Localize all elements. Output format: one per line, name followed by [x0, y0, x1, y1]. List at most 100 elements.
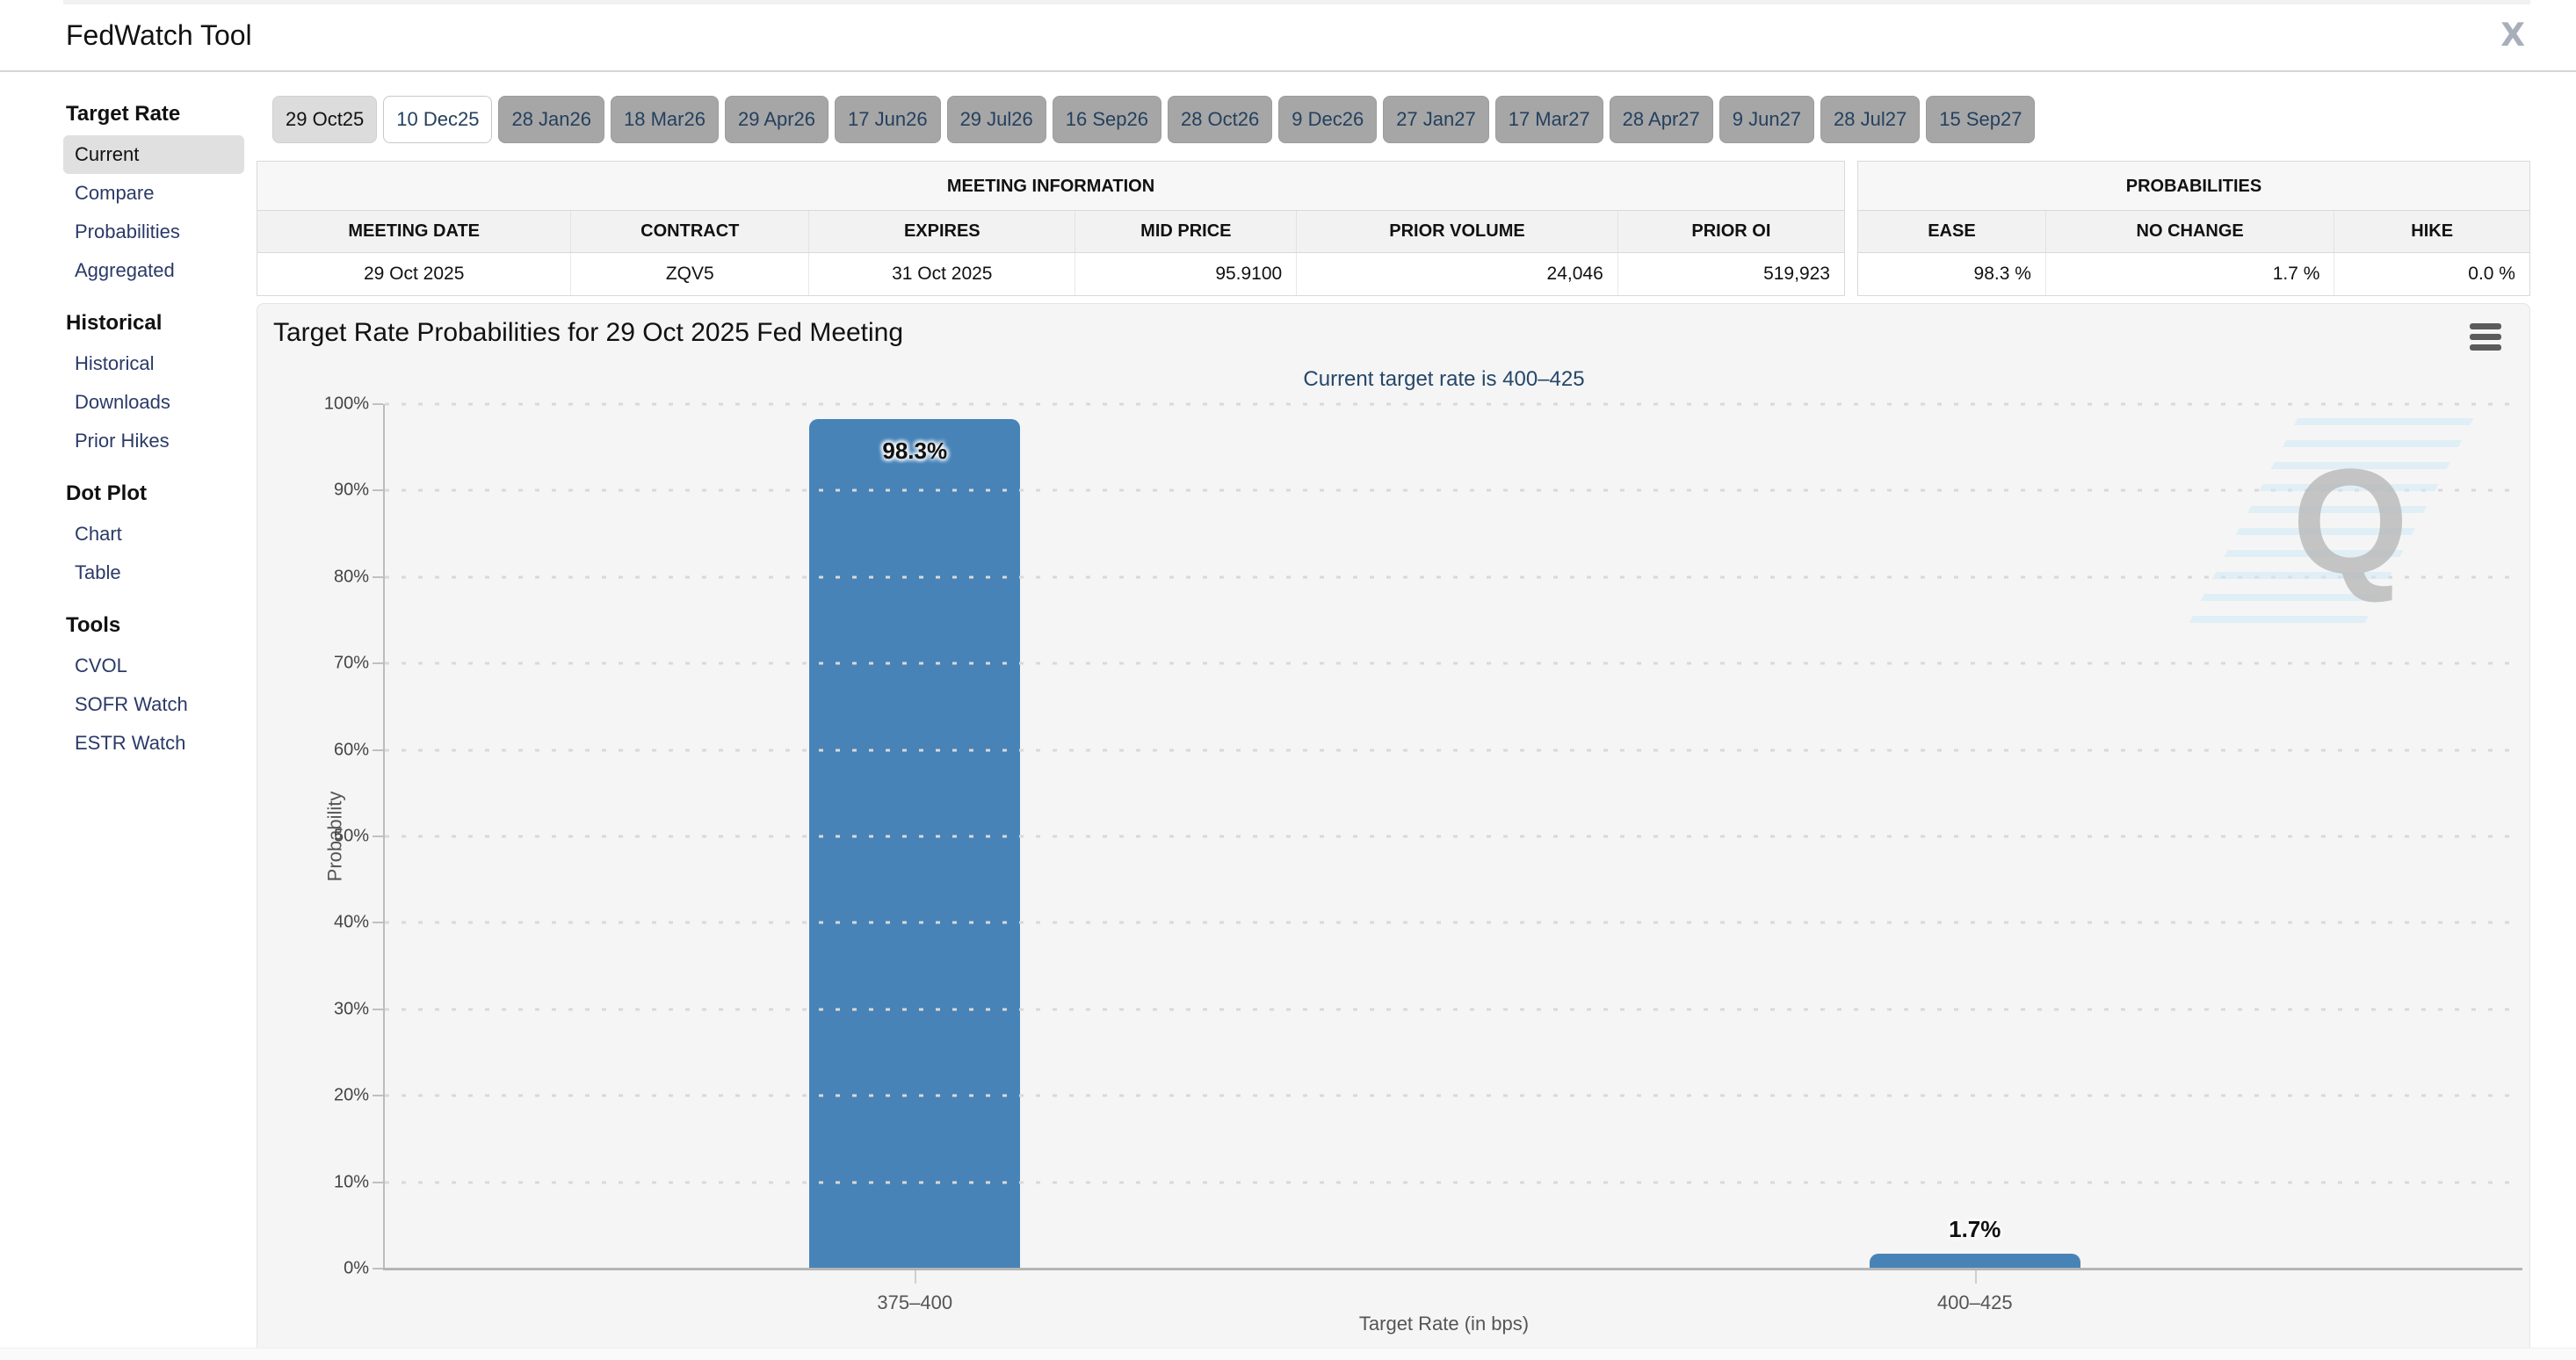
sidebar-section-tools: Tools — [66, 613, 121, 637]
value-meeting-date: 29 Oct 2025 — [257, 253, 572, 295]
y-tick-100 — [373, 403, 383, 405]
column-header-hike: HIKE — [2411, 221, 2454, 241]
y-tick-label-100: 100% — [323, 394, 369, 414]
tab-15-sep27[interactable]: 15 Sep27 — [1926, 96, 2036, 143]
y-tick-10 — [373, 1181, 383, 1183]
sidebar-section-target-rate: Target Rate — [66, 102, 181, 126]
column-header-expires: EXPIRES — [809, 211, 1076, 252]
gridline-10 — [385, 1181, 2521, 1184]
category-375-400: 98.3% 375–400 — [385, 404, 1445, 1313]
value-prior-oi: 519,923 — [1617, 253, 1844, 295]
y-tick-label-60: 60% — [333, 740, 369, 760]
y-tick-label-0: 0% — [344, 1258, 369, 1278]
gridline-100 — [385, 402, 2521, 406]
chart-menu-icon[interactable] — [2470, 323, 2501, 355]
gridline-70 — [385, 662, 2521, 665]
sidebar-item-table[interactable]: Table — [75, 561, 121, 583]
y-tick-60 — [373, 749, 383, 751]
value-contract: ZQV5 — [571, 253, 810, 295]
sidebar-item-downloads[interactable]: Downloads — [75, 391, 170, 413]
footer-strip — [0, 1348, 2576, 1360]
gridline-30 — [385, 1008, 2521, 1011]
tab-28-apr27[interactable]: 28 Apr27 — [1609, 96, 1713, 143]
sidebar-item-aggregated[interactable]: Aggregated — [75, 259, 175, 281]
y-tick-80 — [373, 575, 383, 578]
tab-10-dec25[interactable]: 10 Dec25 — [383, 96, 493, 143]
y-tick-label-70: 70% — [333, 653, 369, 673]
header-divider — [0, 70, 2576, 72]
tab-9-jun27[interactable]: 9 Jun27 — [1719, 96, 1815, 143]
chart-panel: Target Rate Probabilities for 29 Oct 202… — [257, 303, 2530, 1352]
sidebar-item-prior-hikes[interactable]: Prior Hikes — [75, 430, 170, 452]
y-tick-90 — [373, 489, 383, 492]
tab-18-mar26[interactable]: 18 Mar26 — [611, 96, 719, 143]
top-strip — [63, 0, 2530, 4]
tab-29-apr26[interactable]: 29 Apr26 — [724, 96, 829, 143]
sidebar-item-current[interactable]: Current — [63, 135, 244, 174]
tables-row: MEETING INFORMATION MEETING DATE CONTRACT… — [257, 161, 2530, 296]
probabilities-table: PROBABILITIES EASE NO CHANGE HIKE 98.3 % 1.… — [1857, 161, 2530, 296]
categories: 98.3% 375–400 1.7% 400–425 — [385, 404, 2505, 1313]
tab-27-jan27[interactable]: 27 Jan27 — [1383, 96, 1489, 143]
tab-28-jul27[interactable]: 28 Jul27 — [1820, 96, 1921, 143]
sidebar-item-compare[interactable]: Compare — [75, 182, 155, 204]
meeting-information-row: 29 Oct 2025 ZQV5 31 Oct 2025 95.9100 24,046 5… — [257, 253, 1844, 295]
y-tick-0 — [373, 1268, 383, 1270]
tab-17-jun26[interactable]: 17 Jun26 — [835, 96, 941, 143]
meeting-information-table: MEETING INFORMATION MEETING DATE CONTRACT… — [257, 161, 1845, 296]
column-header-contract: CONTRACT — [571, 211, 810, 252]
bar-400-425[interactable] — [1869, 1254, 2080, 1269]
probabilities-head: EASE NO CHANGE HIKE — [1858, 211, 2529, 253]
sidebar-item-historical[interactable]: Historical — [75, 352, 155, 374]
sidebar-section-historical: Historical — [66, 311, 163, 335]
bar-375-400[interactable] — [809, 418, 1021, 1269]
y-tick-label-50: 50% — [333, 826, 369, 846]
y-tick-label-40: 40% — [333, 912, 369, 932]
content: Target Rate Current Compare Probabilities Ag… — [0, 72, 2576, 1352]
tab-17-mar27[interactable]: 17 Mar27 — [1494, 96, 1603, 143]
tab-28-oct26[interactable]: 28 Oct26 — [1167, 96, 1273, 143]
y-tick-30 — [373, 1008, 383, 1010]
page-title: FedWatch Tool — [66, 18, 252, 51]
tab-28-jan26[interactable]: 28 Jan26 — [498, 96, 604, 143]
column-header-prior-oi: PRIOR OI — [1691, 221, 1771, 241]
y-tick-label-90: 90% — [333, 480, 369, 500]
sidebar-item-cvol[interactable]: CVOL — [75, 655, 127, 676]
sidebar-item-chart[interactable]: Chart — [75, 523, 122, 545]
x-axis-label: Target Rate (in bps) — [1358, 1313, 1530, 1335]
meeting-tabs: 29 Oct25 10 Dec25 28 Jan26 18 Mar26 29 Apr26… — [272, 96, 2530, 143]
gridline-60 — [385, 749, 2521, 752]
y-tick-70 — [373, 662, 383, 665]
value-mid-price: 95.9100 — [1075, 253, 1298, 295]
y-tick-label-30: 30% — [333, 999, 369, 1019]
y-tick-20 — [373, 1095, 383, 1097]
meeting-information-title: MEETING INFORMATION — [257, 162, 1844, 211]
value-no-change: 1.7 % — [2045, 253, 2335, 295]
value-ease: 98.3 % — [1858, 253, 2046, 295]
tab-29-jul26[interactable]: 29 Jul26 — [946, 96, 1046, 143]
x-category-label-400-425: 400–425 — [1936, 1291, 2013, 1313]
sidebar-item-estr-watch[interactable]: ESTR Watch — [75, 732, 186, 754]
value-prior-volume: 24,046 — [1297, 253, 1618, 295]
chart-subtitle: Current target rate is 400–425 — [1303, 367, 1585, 391]
x-tick-375-400 — [915, 1270, 917, 1284]
y-tick-label-80: 80% — [333, 567, 369, 587]
tab-9-dec26[interactable]: 9 Dec26 — [1278, 96, 1378, 143]
y-tick-40 — [373, 922, 383, 924]
x-social-icon[interactable]: X — [2500, 17, 2525, 54]
tab-16-sep26[interactable]: 16 Sep26 — [1052, 96, 1161, 143]
y-tick-label-10: 10% — [333, 1172, 369, 1192]
bar-value-400-425: 1.7% — [1949, 1216, 2001, 1243]
y-tick-label-20: 20% — [333, 1085, 369, 1105]
tab-29-oct25[interactable]: 29 Oct25 — [272, 96, 378, 143]
x-axis-line — [383, 1268, 2522, 1270]
column-header-meeting-date: MEETING DATE — [257, 211, 572, 252]
gridline-20 — [385, 1094, 2521, 1097]
y-tick-50 — [373, 836, 383, 837]
bar-value-375-400: 98.3% — [882, 437, 948, 464]
sidebar-item-sofr-watch[interactable]: SOFR Watch — [75, 693, 188, 715]
main-area: 29 Oct25 10 Dec25 28 Jan26 18 Mar26 29 Apr26… — [257, 72, 2576, 1352]
gridline-50 — [385, 835, 2521, 838]
sidebar-item-probabilities[interactable]: Probabilities — [75, 221, 180, 242]
